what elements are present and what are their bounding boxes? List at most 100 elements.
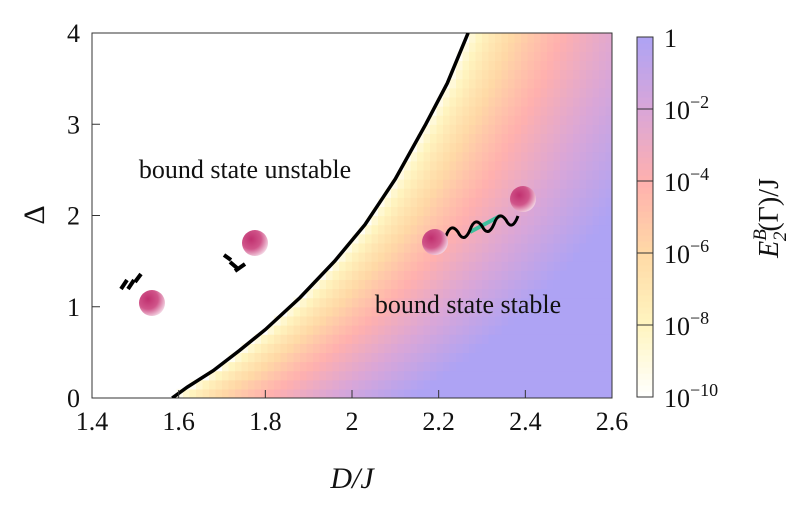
heatmap-cell [404, 306, 412, 317]
heatmap-cell [456, 252, 464, 262]
heatmap-cell [534, 78, 542, 89]
heatmap-cell [443, 261, 451, 271]
heatmap-cell [365, 334, 373, 344]
heatmap-cell [417, 334, 425, 344]
heatmap-cell [404, 361, 412, 372]
heatmap-cell [605, 224, 612, 235]
heatmap-cell [521, 306, 529, 317]
heatmap-cell [423, 188, 431, 198]
heatmap-cell [495, 388, 503, 398]
heatmap-cell [501, 325, 509, 335]
colorbar-cell [637, 355, 653, 362]
heatmap-cell [397, 179, 405, 189]
heatmap-cell [300, 370, 308, 381]
heatmap-cell [540, 169, 548, 180]
heatmap-cell [391, 315, 399, 326]
heatmap-cell [371, 252, 379, 262]
heatmap-cell [501, 379, 509, 390]
heatmap-cell [280, 334, 288, 344]
heatmap-cell [553, 242, 561, 253]
heatmap-cell [527, 279, 535, 290]
heatmap-cell [449, 288, 457, 299]
heatmap-cell [560, 361, 568, 372]
heatmap-cell [423, 142, 431, 153]
heatmap-cell [384, 388, 392, 398]
heatmap-cell [410, 242, 418, 253]
heatmap-cell [560, 352, 568, 363]
heatmap-cell [417, 279, 425, 290]
heatmap-cell [384, 334, 392, 344]
heatmap-cell [469, 151, 477, 162]
heatmap-cell [508, 60, 516, 71]
heatmap-cell [553, 42, 561, 52]
heatmap-cell [534, 69, 542, 80]
heatmap-cell [449, 169, 457, 180]
heatmap-cell [456, 124, 464, 134]
heatmap-cell [241, 370, 249, 381]
heatmap-cell [592, 270, 600, 280]
heatmap-cell [573, 169, 581, 180]
heatmap-cell [475, 343, 483, 353]
colorbar-cell [637, 367, 653, 374]
heatmap-cell [560, 252, 568, 262]
heatmap-cell [482, 206, 490, 217]
heatmap-cell [345, 306, 353, 317]
heatmap-cell [521, 106, 529, 116]
heatmap-cell [469, 315, 477, 326]
heatmap-cell [475, 87, 483, 98]
heatmap-cell [404, 270, 412, 280]
heatmap-cell [540, 51, 548, 61]
heatmap-cell [488, 306, 496, 317]
heatmap-cell [300, 334, 308, 344]
heatmap-cell [417, 306, 425, 317]
heatmap-cell [586, 279, 594, 290]
heatmap-cell [586, 69, 594, 80]
heatmap-cell [553, 96, 561, 107]
heatmap-cell [566, 288, 574, 299]
y-tick-label: 2 [67, 202, 80, 231]
heatmap-cell [332, 361, 340, 372]
heatmap-cell [579, 270, 587, 280]
heatmap-cell [339, 315, 347, 326]
heatmap-cell [462, 279, 470, 290]
heatmap-cell [254, 352, 262, 363]
heatmap-cell [501, 69, 509, 80]
heatmap-cell [397, 215, 405, 226]
heatmap-cell [573, 315, 581, 326]
heatmap-cell [508, 334, 516, 344]
heatmap-cell [527, 42, 535, 52]
heatmap-cell [547, 242, 555, 253]
heatmap-cell [501, 197, 509, 207]
heatmap-cell [508, 233, 516, 244]
heatmap-cell [228, 388, 236, 398]
heatmap-cell [391, 179, 399, 189]
heatmap-cell [326, 343, 334, 353]
heatmap-cell [261, 343, 269, 353]
heatmap-cell [449, 206, 457, 217]
heatmap-cell [410, 160, 418, 171]
heatmap-cell [599, 306, 607, 317]
heatmap-cell [391, 334, 399, 344]
heatmap-cell [371, 343, 379, 353]
heatmap-cell [553, 233, 561, 244]
heatmap-cell [514, 379, 522, 390]
heatmap-cell [488, 60, 496, 71]
heatmap-cell [579, 288, 587, 299]
heatmap-cell [586, 133, 594, 144]
heatmap-cell [495, 361, 503, 372]
heatmap-cell [586, 96, 594, 107]
heatmap-cell [306, 297, 314, 308]
heatmap-cell [534, 60, 542, 71]
heatmap-cell [423, 270, 431, 280]
heatmap-cell [423, 315, 431, 326]
heatmap-cell [235, 388, 243, 398]
colorbar-cell [637, 163, 653, 170]
heatmap-cell [300, 379, 308, 390]
heatmap-cell [514, 270, 522, 280]
heatmap-cell [443, 252, 451, 262]
heatmap-cell [430, 179, 438, 189]
heatmap-cell [391, 224, 399, 235]
heatmap-cell [508, 306, 516, 317]
heatmap-cell [579, 33, 587, 43]
heatmap-cell [508, 224, 516, 235]
